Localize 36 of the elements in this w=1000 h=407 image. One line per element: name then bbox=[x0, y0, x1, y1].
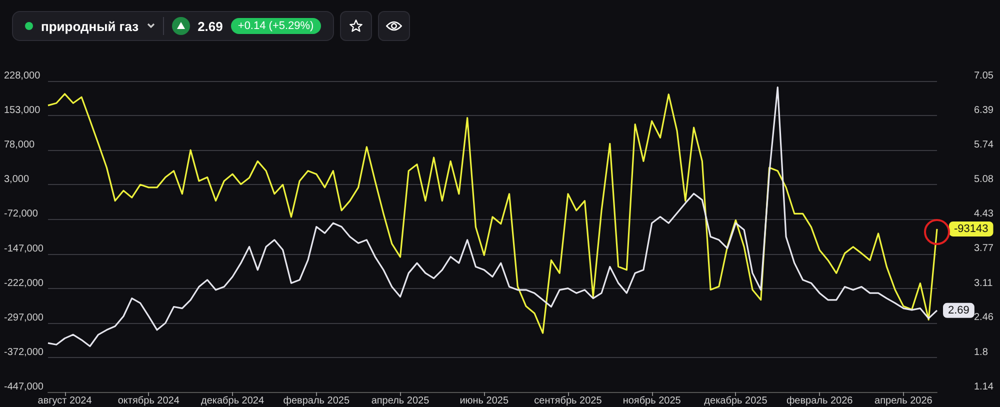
x-tick-label: апрель 2025 bbox=[371, 396, 430, 406]
y2-tick-label: 2.46 bbox=[974, 312, 994, 324]
x-tick-label: сентябрь 2025 bbox=[534, 396, 602, 406]
y2-tick-label: 1.14 bbox=[974, 382, 994, 392]
y2-tick-label: 1.8 bbox=[974, 346, 988, 358]
x-tick-label: ноябрь 2025 bbox=[622, 396, 682, 406]
y-tick-label: 3,000 bbox=[4, 174, 30, 186]
y2-tick-label: 6.39 bbox=[974, 105, 994, 116]
y2-tick-label: 5.08 bbox=[974, 174, 994, 186]
y-tick-label: -372,000 bbox=[4, 346, 44, 358]
y-tick-label: -222,000 bbox=[4, 278, 44, 289]
x-tick-label: февраль 2025 bbox=[283, 396, 350, 406]
x-tick-label: декабрь 2025 bbox=[704, 396, 768, 406]
chart-title: природный газ bbox=[41, 18, 139, 34]
y-tick-label: 153,000 bbox=[4, 105, 41, 116]
text: +0.14 (+5.29%) bbox=[230, 18, 321, 34]
x-tick-label: август 2024 bbox=[38, 396, 92, 406]
y-tick-label: 78,000 bbox=[4, 140, 36, 151]
y2-tick-label: 7.05 bbox=[974, 70, 994, 82]
y2-tick-label: 5.74 bbox=[974, 139, 994, 150]
data-label: 2.69 bbox=[948, 304, 970, 316]
y2-tick-label: 3.11 bbox=[974, 278, 994, 289]
x-tick-label: февраль 2026 bbox=[786, 396, 854, 406]
y-tick-label: -297,000 bbox=[4, 312, 44, 324]
data-label: -93143 bbox=[954, 222, 988, 235]
x-tick-label: апрель 2026 bbox=[874, 396, 933, 406]
y-tick-label: 228,000 bbox=[4, 70, 41, 82]
y2-tick-label: 3.77 bbox=[974, 243, 994, 254]
y-tick-label: -72,000 bbox=[4, 208, 38, 220]
x-tick-label: июнь 2025 bbox=[460, 396, 509, 406]
y-tick-label: -147,000 bbox=[4, 243, 44, 254]
y2-tick-label: 4.43 bbox=[974, 208, 994, 220]
x-tick-label: октябрь 2024 bbox=[118, 396, 180, 406]
x-tick-label: декабрь 2024 bbox=[200, 396, 264, 406]
y-tick-label: -447,000 bbox=[4, 382, 44, 392]
text: 2.69 bbox=[198, 18, 223, 34]
